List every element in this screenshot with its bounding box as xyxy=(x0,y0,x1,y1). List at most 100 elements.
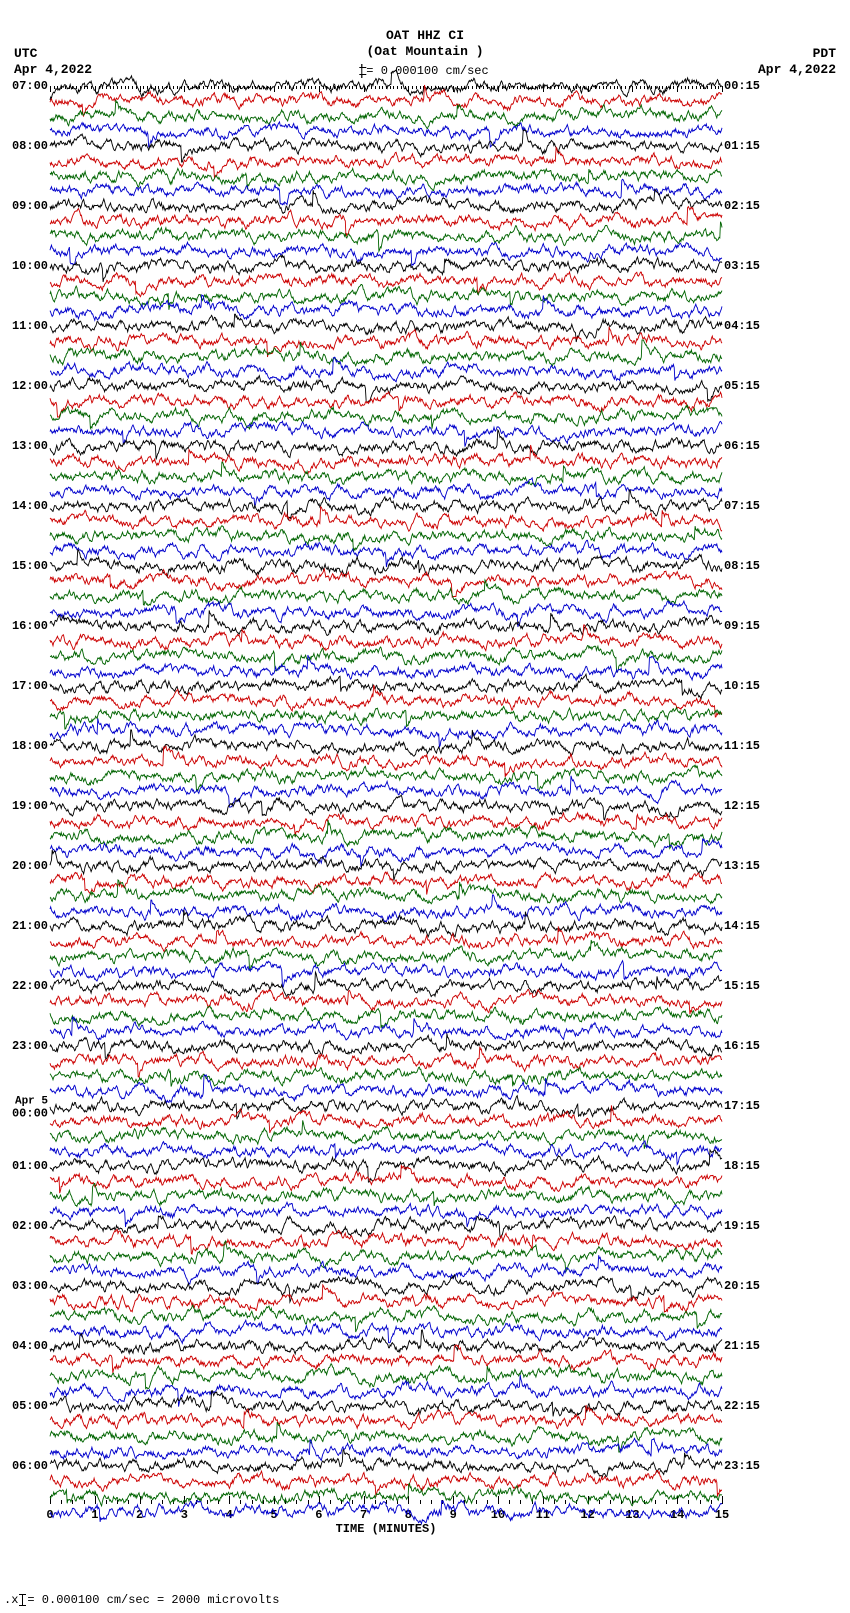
pdt-time-label: 17:15 xyxy=(722,1099,760,1113)
pdt-time-label: 07:15 xyxy=(722,499,760,513)
trace-row: Apr 500:0017:15 xyxy=(50,1106,722,1121)
utc-time-label: 19:00 xyxy=(12,799,50,813)
trace-row: 16:0009:15 xyxy=(50,626,722,641)
pdt-time-label: 10:15 xyxy=(722,679,760,693)
pdt-time-label: 14:15 xyxy=(722,919,760,933)
utc-time-label: 00:00 xyxy=(12,1107,50,1121)
trace-row: 19:0012:15 xyxy=(50,806,722,821)
trace-row xyxy=(50,1331,722,1346)
trace-row xyxy=(50,431,722,446)
pdt-time-label: 01:15 xyxy=(722,139,760,153)
pdt-time-label: 12:15 xyxy=(722,799,760,813)
trace-row xyxy=(50,836,722,851)
pdt-time-label: 06:15 xyxy=(722,439,760,453)
trace-row xyxy=(50,1451,722,1466)
pdt-time-label: 13:15 xyxy=(722,859,760,873)
trace-row xyxy=(50,956,722,971)
utc-time-label: 23:00 xyxy=(12,1039,50,1053)
station-code: OAT HHZ CI xyxy=(0,28,850,44)
trace-row: 21:0014:15 xyxy=(50,926,722,941)
pdt-time-label: 22:15 xyxy=(722,1399,760,1413)
trace-row xyxy=(50,1061,722,1076)
utc-time-label: 18:00 xyxy=(12,739,50,753)
pdt-time-label: 18:15 xyxy=(722,1159,760,1173)
utc-time-label: 13:00 xyxy=(12,439,50,453)
trace-row xyxy=(50,101,722,116)
chart-header: OAT HHZ CI (Oat Mountain ) xyxy=(0,28,850,59)
trace-row: 23:0016:15 xyxy=(50,1046,722,1061)
x-axis-title: TIME (MINUTES) xyxy=(336,1522,437,1536)
trace-row: 01:0018:15 xyxy=(50,1166,722,1181)
footer-scale: .x = 0.000100 cm/sec = 2000 microvolts xyxy=(4,1593,279,1607)
trace-row xyxy=(50,791,722,806)
x-tick-label: 10 xyxy=(491,1508,505,1522)
trace-row xyxy=(50,1361,722,1376)
x-tick-label: 9 xyxy=(450,1508,457,1522)
trace-row xyxy=(50,1256,722,1271)
tz-right-label: PDT xyxy=(758,46,836,62)
utc-time-label: 17:00 xyxy=(12,679,50,693)
utc-time-label: 12:00 xyxy=(12,379,50,393)
trace-row xyxy=(50,971,722,986)
pdt-time-label: 19:15 xyxy=(722,1219,760,1233)
x-axis: TIME (MINUTES) 0123456789101112131415 xyxy=(50,1494,722,1534)
trace-row xyxy=(50,1421,722,1436)
trace-row xyxy=(50,821,722,836)
trace-row xyxy=(50,656,722,671)
trace-row xyxy=(50,551,722,566)
trace-row xyxy=(50,941,722,956)
trace-row xyxy=(50,1391,722,1406)
trace-row: 20:0013:15 xyxy=(50,866,722,881)
timezone-left: UTC Apr 4,2022 xyxy=(14,46,92,77)
trace-row xyxy=(50,1121,722,1136)
trace-row xyxy=(50,191,722,206)
trace-row xyxy=(50,1076,722,1091)
trace-row: 03:0020:15 xyxy=(50,1286,722,1301)
trace-row xyxy=(50,161,722,176)
trace-row xyxy=(50,716,722,731)
trace-row xyxy=(50,581,722,596)
tz-right-date: Apr 4,2022 xyxy=(758,62,836,78)
pdt-time-label: 21:15 xyxy=(722,1339,760,1353)
x-tick-label: 11 xyxy=(536,1508,550,1522)
trace-row: 08:0001:15 xyxy=(50,146,722,161)
utc-time-label: 09:00 xyxy=(12,199,50,213)
pdt-time-label: 02:15 xyxy=(722,199,760,213)
trace-row: 10:0003:15 xyxy=(50,266,722,281)
trace-row xyxy=(50,776,722,791)
utc-time-label: 22:00 xyxy=(12,979,50,993)
trace-row xyxy=(50,881,722,896)
trace-row xyxy=(50,731,722,746)
x-tick-label: 8 xyxy=(405,1508,412,1522)
trace-row xyxy=(50,1001,722,1016)
trace-row xyxy=(50,896,722,911)
trace-row xyxy=(50,116,722,131)
station-name: (Oat Mountain ) xyxy=(0,44,850,60)
utc-time-label: 15:00 xyxy=(12,559,50,573)
trace-row xyxy=(50,911,722,926)
trace-row xyxy=(50,356,722,371)
seismogram-plot: TIME (MINUTES) 0123456789101112131415 07… xyxy=(50,86,722,1526)
utc-time-label: 11:00 xyxy=(12,319,50,333)
utc-time-label: 21:00 xyxy=(12,919,50,933)
utc-date-label: Apr 5 xyxy=(15,1097,50,1108)
trace-row: 12:0005:15 xyxy=(50,386,722,401)
utc-time-label: 06:00 xyxy=(12,1459,50,1473)
scale-bar-icon xyxy=(22,1594,23,1606)
pdt-time-label: 00:15 xyxy=(722,79,760,93)
x-tick-label: 15 xyxy=(715,1508,729,1522)
trace-row xyxy=(50,1376,722,1391)
utc-time-label: 20:00 xyxy=(12,859,50,873)
trace-row xyxy=(50,1301,722,1316)
x-tick-label: 12 xyxy=(580,1508,594,1522)
utc-time-label: 07:00 xyxy=(12,79,50,93)
trace-row xyxy=(50,491,722,506)
trace-row xyxy=(50,311,722,326)
utc-time-label: 04:00 xyxy=(12,1339,50,1353)
pdt-time-label: 23:15 xyxy=(722,1459,760,1473)
trace-row xyxy=(50,221,722,236)
pdt-time-label: 11:15 xyxy=(722,739,760,753)
tz-left-label: UTC xyxy=(14,46,92,62)
pdt-time-label: 05:15 xyxy=(722,379,760,393)
trace-row xyxy=(50,1436,722,1451)
